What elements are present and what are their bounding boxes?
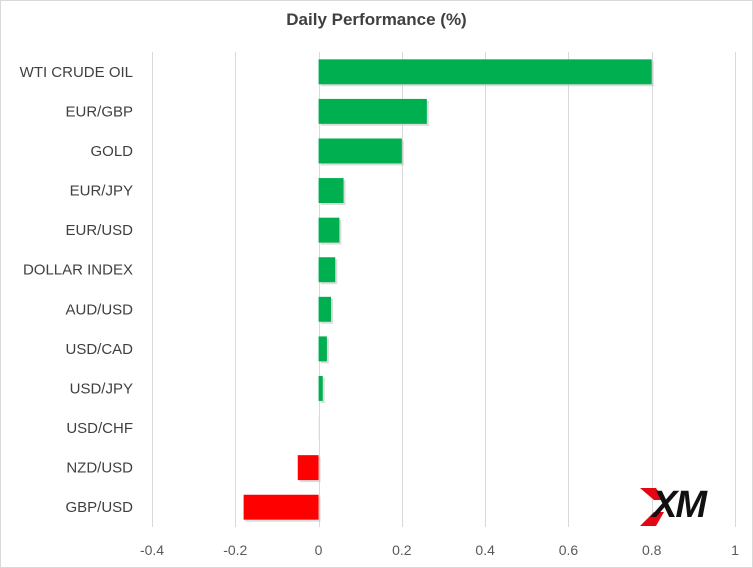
bar <box>297 455 319 481</box>
x-tick-label: 0.2 <box>392 542 412 558</box>
category-label: EUR/JPY <box>70 183 133 200</box>
bar <box>243 494 319 520</box>
x-tick-label: 0.4 <box>475 542 495 558</box>
chart-title: Daily Performance (%) <box>286 10 467 29</box>
xm-logo: XM <box>640 484 740 528</box>
category-label: EUR/USD <box>65 222 133 239</box>
bar <box>318 59 652 85</box>
category-label: EUR/GBP <box>65 103 133 120</box>
x-tick-label: 1 <box>731 542 739 558</box>
bar <box>318 296 332 322</box>
bar <box>318 98 427 124</box>
bar <box>318 336 327 362</box>
category-label: USD/JPY <box>70 380 133 397</box>
category-label: GBP/USD <box>65 499 133 516</box>
category-label: DOLLAR INDEX <box>23 262 133 279</box>
bar <box>318 415 320 441</box>
bar <box>318 257 336 283</box>
category-label: NZD/USD <box>66 460 133 477</box>
x-tick-label: 0.6 <box>559 542 579 558</box>
bar <box>318 138 402 164</box>
category-label: WTI CRUDE OIL <box>20 64 133 81</box>
category-label: GOLD <box>90 143 133 160</box>
category-label: USD/CAD <box>65 341 133 358</box>
bar <box>318 375 323 401</box>
x-tick-label: 0.8 <box>642 542 662 558</box>
x-tick-label: -0.2 <box>223 542 247 558</box>
x-tick-label: 0 <box>315 542 323 558</box>
category-label: USD/CHF <box>66 420 133 437</box>
bar <box>318 217 340 243</box>
x-tick-label: -0.4 <box>140 542 164 558</box>
xm-logo-text: XM <box>652 484 707 526</box>
category-label: AUD/USD <box>65 301 133 318</box>
bar <box>318 178 344 204</box>
